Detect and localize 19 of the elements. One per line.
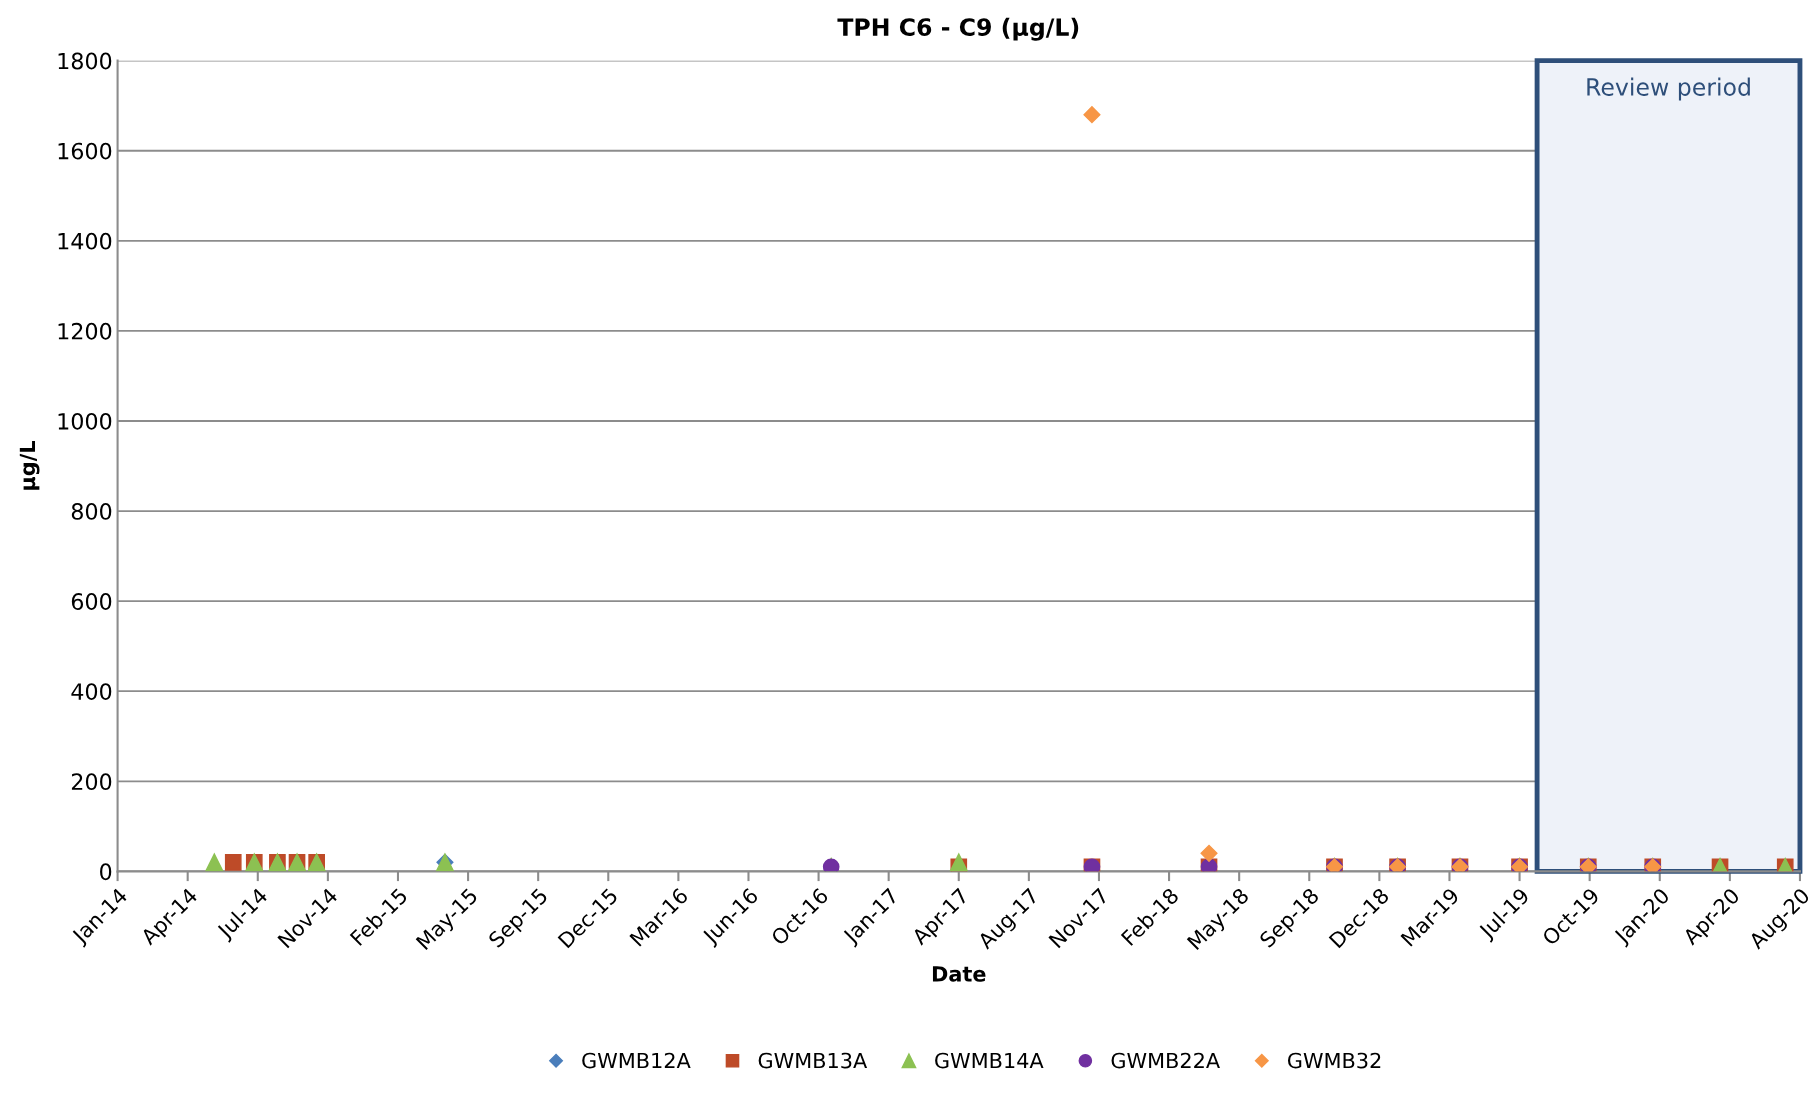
legend-label: GWMB22A xyxy=(1111,1052,1220,1069)
y-tick-label: 800 xyxy=(71,503,112,520)
legend-label: GWMB32 xyxy=(1287,1052,1381,1069)
legend-label: GWMB13A xyxy=(758,1052,868,1069)
chart-title: TPH C6 - C9 (µg/L) xyxy=(837,17,1079,41)
y-tick-label: 600 xyxy=(71,593,112,610)
y-tick-label: 1600 xyxy=(58,142,112,160)
y-tick-label: 1400 xyxy=(58,232,112,250)
y-axis-title: µg/L xyxy=(19,441,40,490)
y-tick-label: 1200 xyxy=(58,322,112,340)
y-tick-label: 200 xyxy=(71,773,112,791)
y-tick-label: 1000 xyxy=(58,412,112,430)
y-tick-label: 0 xyxy=(100,863,112,881)
x-axis-title: Date xyxy=(932,966,986,982)
legend-label: GWMB12A xyxy=(582,1052,691,1069)
y-tick-label: 1800 xyxy=(58,52,112,70)
legend-label: GWMB14A xyxy=(935,1052,1044,1069)
band-label: Review period xyxy=(1587,77,1750,101)
y-tick-label: 400 xyxy=(71,683,112,700)
